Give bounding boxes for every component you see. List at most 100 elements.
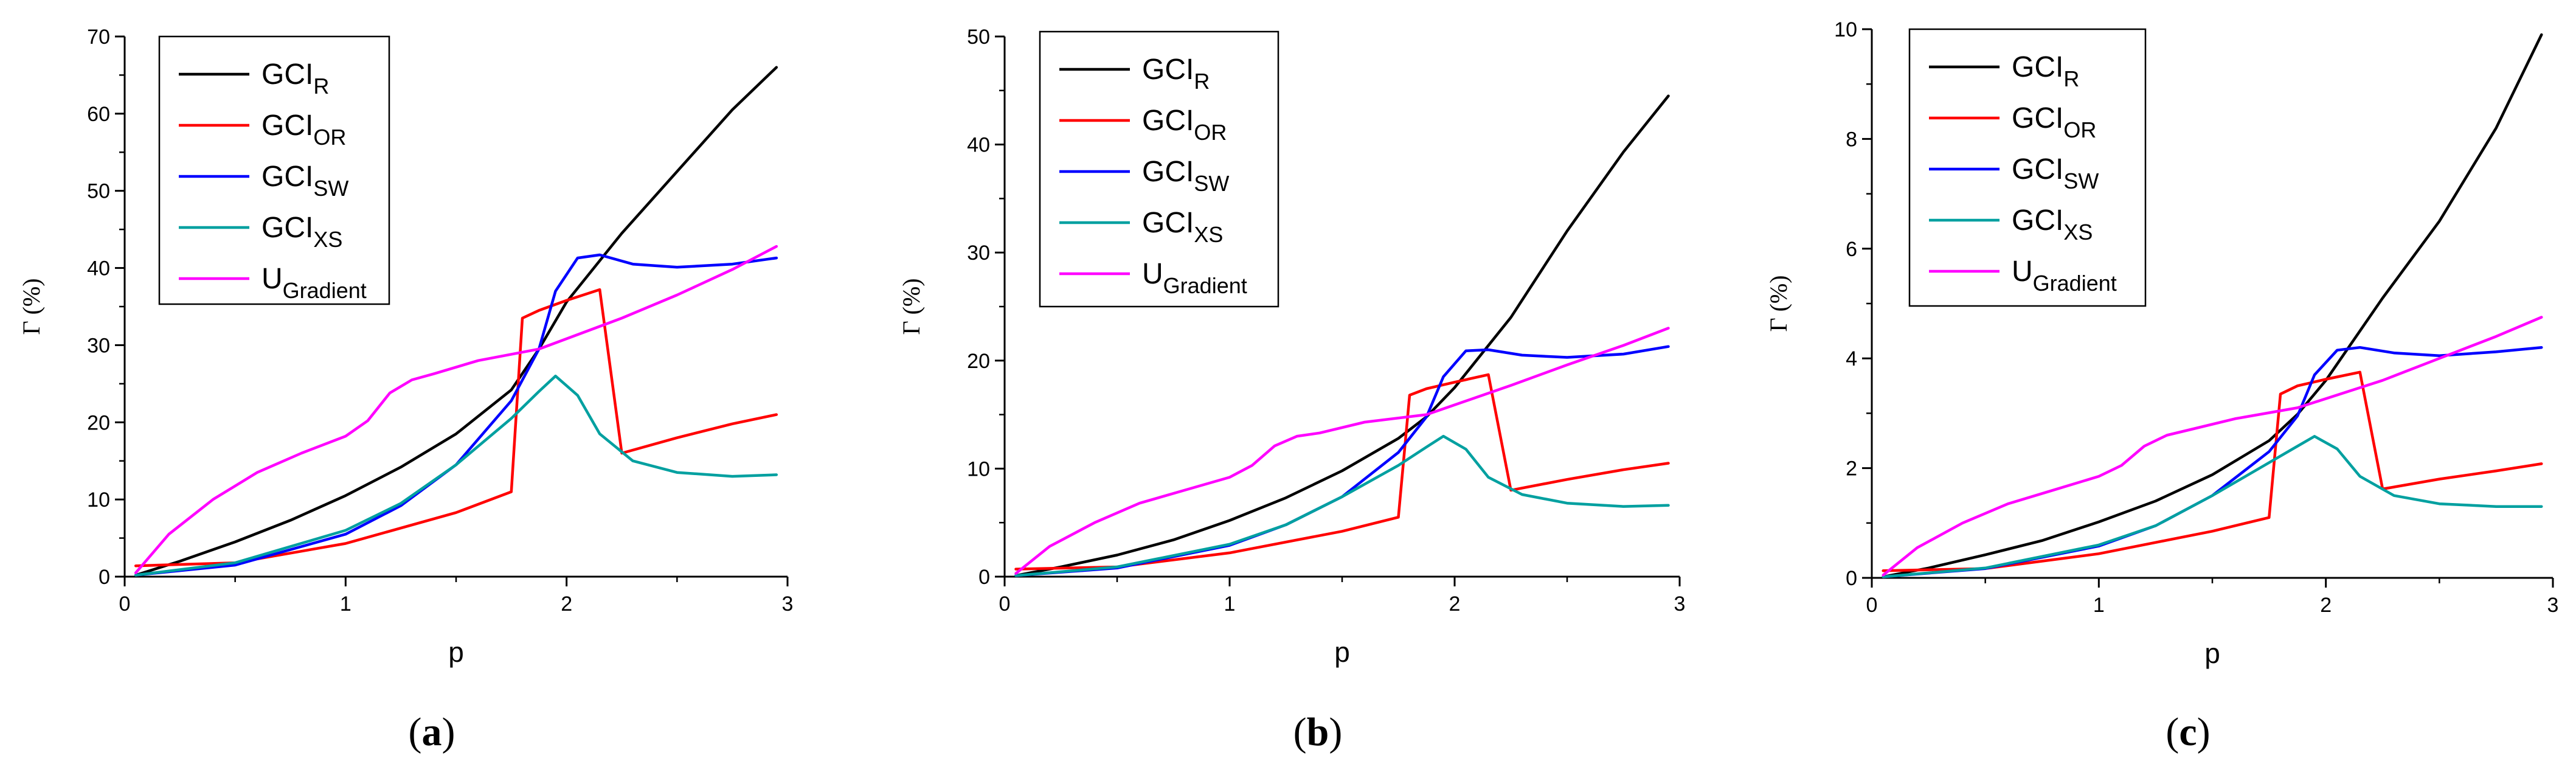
legend-label: GCIR	[1142, 54, 1210, 94]
legend-label-subscript: Gradient	[1163, 273, 1247, 298]
series-line-gci-xs	[1014, 434, 1670, 577]
caption-close: )	[1329, 710, 1342, 754]
y-tick-label: 30	[967, 241, 990, 265]
caption-close: )	[442, 710, 455, 754]
series-line-u-gradient	[1882, 316, 2543, 577]
legend-label-name: GCI	[1142, 207, 1194, 239]
y-tick-label: 50	[967, 26, 990, 49]
caption-letter: c	[2179, 710, 2197, 754]
legend-label-subscript: XS	[1194, 222, 1223, 247]
x-tick-label: 0	[999, 592, 1011, 616]
y-tick-label: 8	[1846, 128, 1857, 151]
caption-open: (	[409, 710, 422, 754]
legend-label: GCIXS	[261, 212, 342, 252]
x-tick-label: 3	[782, 592, 794, 616]
y-tick-label: 10	[967, 457, 990, 481]
legend-label-name: U	[1142, 258, 1163, 290]
legend-label-name: GCI	[2012, 204, 2063, 237]
legend-label-name: GCI	[261, 161, 313, 193]
x-tick-label: 2	[2320, 594, 2332, 617]
x-tick-label: 1	[340, 592, 351, 616]
series-line-gci-sw	[134, 253, 778, 577]
y-axis-label: Γ (%)	[898, 278, 925, 335]
x-axis-label: p	[1334, 636, 1350, 668]
series-line-gci-r	[1882, 33, 2543, 578]
legend-label-subscript: R	[313, 74, 329, 99]
y-tick-label: 0	[1846, 567, 1857, 590]
legend-label-name: GCI	[2012, 102, 2063, 134]
y-tick-label: 30	[87, 334, 110, 357]
x-tick-label: 2	[561, 592, 572, 616]
panel-caption: (c)	[2166, 710, 2210, 754]
legend-label-name: GCI	[2012, 153, 2063, 186]
legend-label: UGradient	[2012, 255, 2117, 296]
legend-label-name: U	[261, 263, 283, 295]
panel-caption: (b)	[1293, 710, 1343, 754]
legend-label-name: GCI	[261, 109, 313, 142]
series-line-u-gradient	[134, 245, 778, 574]
y-tick-label: 40	[967, 134, 990, 157]
caption-close: )	[2197, 710, 2211, 754]
y-tick-label: 50	[87, 180, 110, 203]
y-tick-label: 60	[87, 103, 110, 126]
legend-label-name: GCI	[1142, 105, 1194, 137]
caption-open: (	[1293, 710, 1307, 754]
legend-label-subscript: SW	[2063, 168, 2099, 193]
legend-label: GCIR	[2012, 51, 2079, 91]
series-line-gci-sw	[1882, 346, 2543, 578]
y-tick-label: 20	[87, 411, 110, 434]
x-axis-label: p	[448, 636, 464, 668]
series-line-gci-or	[1014, 373, 1670, 571]
x-tick-label: 3	[2547, 594, 2559, 617]
caption-open: (	[2166, 710, 2179, 754]
y-tick-label: 0	[99, 566, 110, 589]
legend-label-name: GCI	[1142, 54, 1194, 86]
legend-label: GCIXS	[2012, 204, 2093, 245]
legend-label: UGradient	[261, 263, 367, 303]
legend-label: GCIR	[261, 58, 329, 99]
series-line-u-gradient	[1014, 327, 1670, 575]
series-line-gci-sw	[1014, 345, 1670, 577]
caption-letter: b	[1307, 710, 1329, 754]
x-axis-label: p	[2204, 637, 2220, 669]
y-tick-label: 40	[87, 257, 110, 280]
legend-label-subscript: SW	[313, 176, 348, 201]
series-line-gci-xs	[1882, 435, 2543, 578]
legend-label-subscript: Gradient	[2033, 271, 2117, 296]
legend-label: GCIXS	[1142, 207, 1223, 247]
y-tick-label: 6	[1846, 238, 1857, 261]
legend-label-subscript: SW	[1194, 171, 1229, 196]
legend-label-name: GCI	[261, 212, 313, 244]
legend-label: GCIOR	[261, 109, 346, 150]
x-tick-label: 0	[119, 592, 131, 616]
series-line-gci-or	[134, 288, 778, 568]
series-line-gci-or	[1882, 370, 2543, 572]
legend-label-name: GCI	[261, 58, 313, 91]
y-tick-label: 10	[1834, 18, 1857, 41]
x-tick-label: 3	[1674, 592, 1686, 616]
panel-caption: (a)	[409, 710, 455, 754]
legend-label: GCIOR	[2012, 102, 2096, 142]
legend-label: GCIOR	[1142, 105, 1227, 145]
legend-label: UGradient	[1142, 258, 1247, 298]
caption-letter: a	[422, 710, 442, 754]
y-tick-label: 10	[87, 488, 110, 512]
legend-label-subscript: R	[2063, 66, 2079, 91]
legend-label-subscript: XS	[313, 227, 342, 252]
legend-label-name: GCI	[1142, 156, 1194, 188]
y-axis-label: Γ (%)	[1765, 275, 1792, 332]
series-line-gci-r	[134, 66, 778, 577]
y-tick-label: 0	[978, 566, 990, 589]
series-line-gci-xs	[134, 374, 778, 577]
legend-label-subscript: Gradient	[283, 278, 367, 303]
series-line-gci-r	[1014, 94, 1670, 577]
legend-label-subscript: XS	[2063, 220, 2093, 245]
y-tick-label: 2	[1846, 457, 1857, 481]
x-tick-label: 2	[1449, 592, 1461, 616]
legend-box	[1908, 28, 2147, 307]
